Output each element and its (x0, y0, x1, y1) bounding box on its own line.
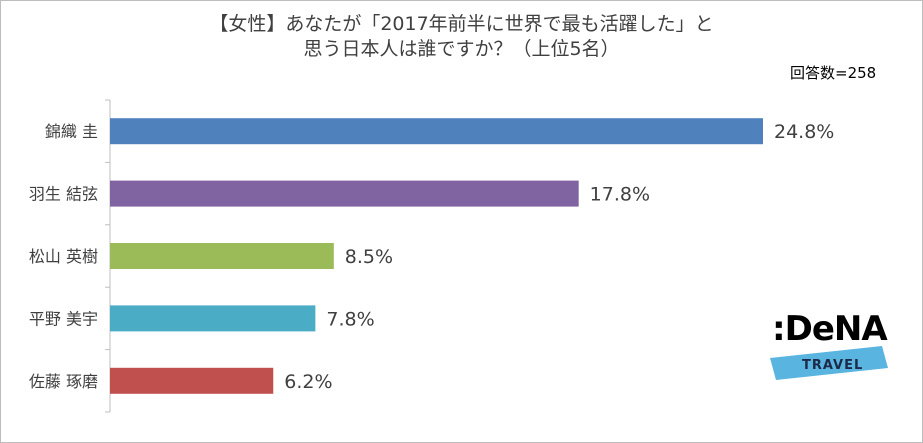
category-label: 羽生 結弦 (29, 185, 98, 204)
value-label: 24.8% (774, 121, 834, 143)
value-label: 17.8% (590, 184, 650, 206)
category-label: 錦織 圭 (45, 122, 98, 141)
bar (110, 118, 763, 145)
bar (110, 305, 316, 332)
category-label: 平野 美宇 (29, 309, 98, 328)
bar (110, 180, 579, 207)
chart-title-line-1: 【女性】あなたが「2017年前半に世界で最も活躍した」と (209, 13, 714, 35)
category-label: 佐藤 琢磨 (29, 372, 98, 391)
logo-ribbon (770, 346, 888, 380)
bar (110, 367, 274, 394)
logo-brand: :DeNA (772, 309, 888, 349)
value-label: 7.8% (326, 308, 374, 330)
logo-sub: TRAVEL (802, 358, 864, 373)
chart-title-line-2: 思う日本人は誰ですか？（上位5名） (303, 38, 620, 60)
bar (110, 243, 334, 269)
chart-title: 【女性】あなたが「2017年前半に世界で最も活躍した」と 思う日本人は誰ですか？… (150, 12, 773, 62)
value-label: 8.5% (345, 246, 393, 268)
value-label: 6.2% (284, 371, 332, 393)
dena-travel-logo: :DeNA TRAVEL (770, 308, 890, 388)
respondent-count: 回答数=258 (790, 64, 877, 82)
category-label: 松山 英樹 (29, 247, 98, 266)
